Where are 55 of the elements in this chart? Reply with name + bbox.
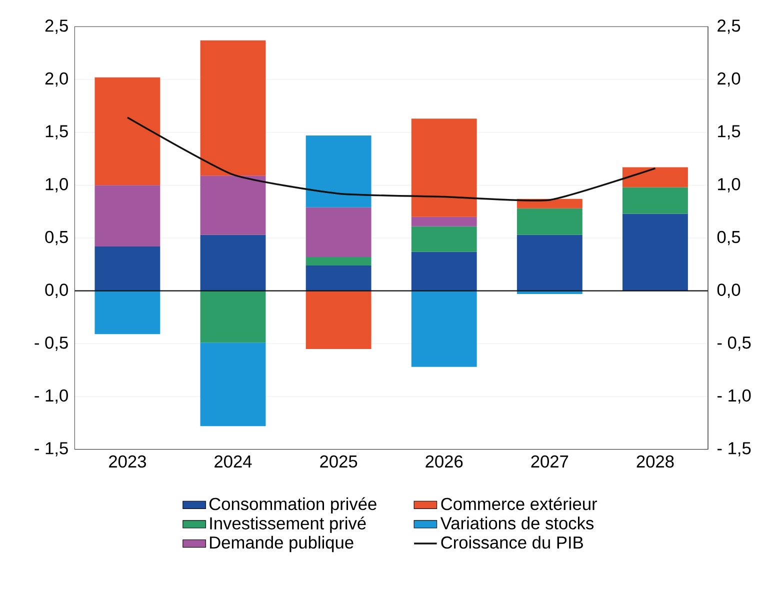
x-tick-label: 2026	[426, 455, 463, 468]
bar	[306, 265, 372, 291]
y2-tick-label: 2,0	[718, 72, 740, 86]
y-tick-label: - 1,0	[34, 389, 68, 404]
y2-tick-label: 2,5	[718, 19, 740, 34]
y-tick-label: - 0,5	[34, 336, 68, 351]
y2-tick-label: - 1,0	[717, 389, 751, 404]
bar	[94, 290, 160, 334]
bar	[622, 214, 688, 291]
x-tick-label: 2024	[214, 455, 252, 468]
bar	[411, 290, 477, 367]
y-tick-label: 2,5	[45, 19, 68, 34]
bar	[306, 256, 372, 266]
legend-label: Consommation privée	[209, 497, 376, 514]
line-series	[126, 116, 656, 202]
bar	[411, 252, 477, 291]
y2-tick-label: 0,0	[717, 284, 740, 298]
bar	[94, 246, 160, 291]
bar	[94, 77, 160, 186]
y-tick-label: 1,5	[46, 125, 68, 140]
y2-tick-label: - 1,5	[717, 442, 751, 456]
x-tick-label: 2023	[109, 455, 146, 468]
bar	[411, 226, 477, 252]
bar	[516, 234, 582, 291]
bar	[200, 342, 266, 426]
y2-tick-label: 1,0	[718, 178, 740, 192]
bar	[306, 290, 372, 349]
legend-label: Croissance du PIB	[441, 536, 583, 548]
bar	[200, 234, 266, 291]
legend-label: Investissement privé	[210, 516, 366, 533]
y-tick-label: - 1,5	[34, 442, 68, 456]
bar	[200, 290, 266, 342]
bar	[94, 185, 160, 246]
bar	[411, 216, 477, 226]
y-tick-label: 1,0	[46, 178, 68, 192]
x-tick-label: 2027	[531, 455, 568, 468]
bar	[306, 207, 372, 257]
y-tick-label: 0,0	[45, 284, 68, 298]
x-tick-label: 2025	[320, 455, 358, 468]
y2-tick-label: - 0,5	[717, 336, 751, 351]
legend-label: Variations de stocks	[440, 516, 594, 530]
y-tick-label: 2,0	[45, 72, 68, 87]
x-tick-label: 2028	[636, 455, 674, 468]
bar	[306, 135, 372, 208]
legend-label: Commerce extérieur	[441, 497, 598, 510]
bar	[516, 208, 582, 235]
bar	[622, 187, 688, 214]
y2-tick-label: 0,5	[717, 230, 740, 245]
y2-tick-label: 1,5	[718, 125, 740, 140]
bar	[200, 175, 266, 235]
bar	[411, 118, 477, 217]
bar	[622, 167, 688, 188]
legend-label: Demande publique	[210, 536, 354, 552]
y-tick-label: 0,5	[45, 230, 68, 245]
bar	[200, 40, 266, 176]
